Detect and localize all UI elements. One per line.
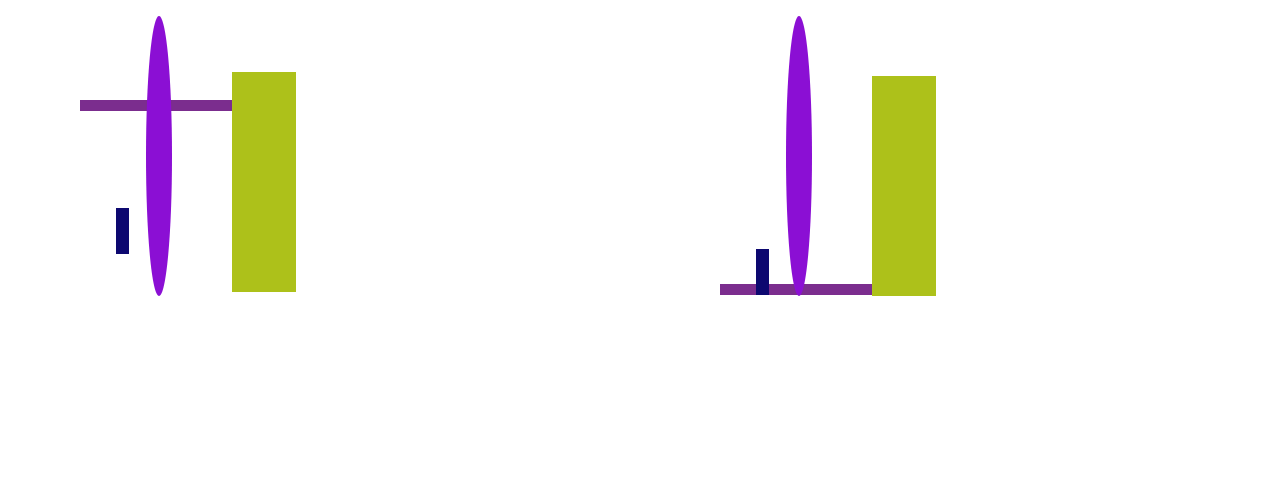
left-panel [80, 16, 296, 296]
large-rectangle [872, 76, 936, 296]
large-rectangle [232, 72, 296, 292]
small-rectangle [756, 249, 769, 295]
small-rectangle [116, 208, 129, 254]
vertical-ellipse [786, 16, 812, 296]
right-panel [640, 0, 1280, 480]
vertical-ellipse [146, 16, 172, 296]
